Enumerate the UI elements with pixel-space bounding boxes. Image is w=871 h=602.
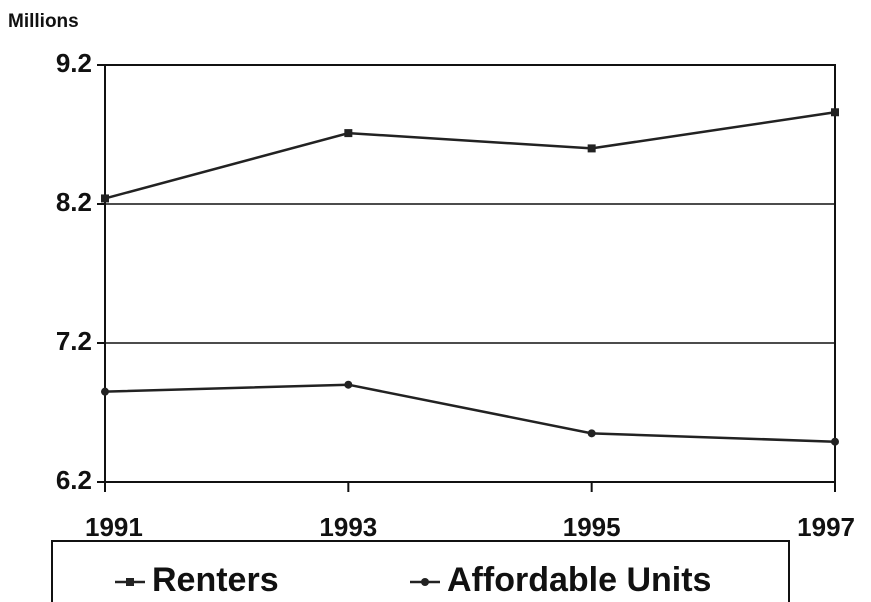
y-tick-label: 8.2 bbox=[56, 187, 92, 217]
legend-label: Renters bbox=[152, 561, 279, 599]
x-tick-label: 1995 bbox=[563, 512, 621, 542]
series-line bbox=[104, 111, 836, 200]
legend-marker bbox=[421, 578, 429, 586]
series-line bbox=[104, 383, 836, 443]
x-tick-label: 1993 bbox=[319, 512, 377, 542]
y-tick-label: 6.2 bbox=[56, 465, 92, 495]
data-point bbox=[831, 437, 839, 446]
data-point bbox=[101, 387, 109, 396]
x-tick-label: 1991 bbox=[85, 512, 143, 542]
legend-marker bbox=[126, 578, 134, 586]
x-tick-label: 1997 bbox=[797, 512, 855, 542]
data-point bbox=[587, 429, 596, 438]
y-tick-label: 7.2 bbox=[56, 326, 92, 356]
data-point bbox=[344, 129, 353, 138]
legend-label: Affordable Units bbox=[447, 561, 711, 599]
y-axis-label: Millions bbox=[8, 11, 79, 32]
data-point bbox=[831, 108, 839, 117]
y-tick-label: 9.2 bbox=[56, 48, 92, 78]
data-point bbox=[344, 380, 353, 389]
data-point bbox=[587, 144, 596, 153]
plot-frame bbox=[104, 64, 836, 483]
legend-box bbox=[51, 540, 790, 602]
data-point bbox=[101, 194, 109, 203]
